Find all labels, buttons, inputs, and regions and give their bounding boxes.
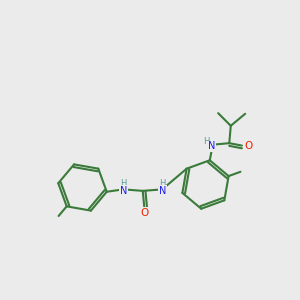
Text: O: O bbox=[244, 141, 253, 151]
Text: N: N bbox=[158, 186, 166, 196]
Text: H: H bbox=[204, 136, 210, 146]
Text: H: H bbox=[120, 179, 126, 188]
Text: O: O bbox=[141, 208, 149, 218]
Text: N: N bbox=[119, 186, 127, 196]
Text: H: H bbox=[159, 179, 165, 188]
Text: N: N bbox=[208, 142, 215, 152]
